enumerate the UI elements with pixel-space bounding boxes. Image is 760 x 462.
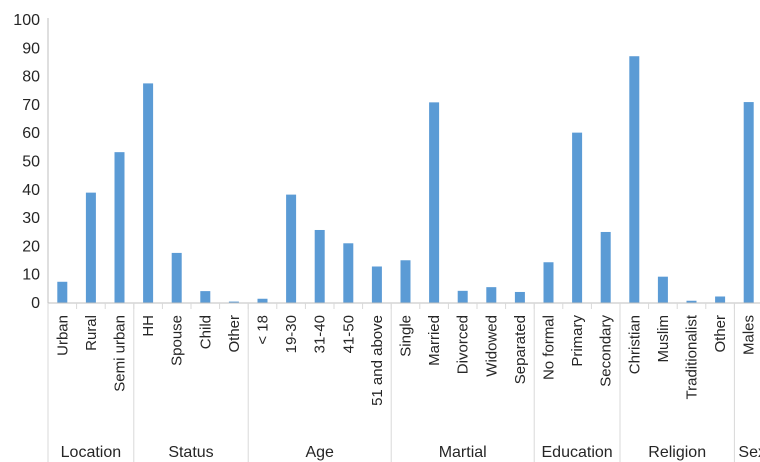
category-label: Secondary [598,315,615,387]
group-label: Sex [738,444,760,461]
bar [743,102,754,303]
category-label: No formal [541,315,558,380]
category-label: < 18 [255,315,272,345]
y-tick-label: 0 [31,295,40,312]
category-label: 19-30 [283,315,300,353]
category-label: Divorced [455,315,472,374]
bar [114,152,125,303]
bar [371,266,382,303]
category-label: Separated [512,315,529,384]
bar [715,296,726,303]
bar [686,300,697,303]
category-label: Rural [83,315,100,351]
category-label: Males [741,315,758,355]
group-label: Martial [439,444,487,461]
bar [314,229,325,303]
category-label: Urban [54,315,71,356]
y-tick-label: 50 [22,154,40,171]
category-label: 51 and above [369,315,386,406]
bar [600,231,611,303]
category-label: Spouse [169,315,186,366]
plot-area [57,56,754,303]
group-label: Location [61,444,122,461]
bar [257,298,268,303]
bar [429,102,440,303]
bar [514,291,525,303]
category-label: Widowed [483,315,500,377]
bar [457,290,468,303]
group-label: Status [168,444,213,461]
category-label: 31-40 [312,315,329,353]
bar [143,83,154,303]
y-tick-label: 60 [22,125,40,142]
y-tick-label: 40 [22,182,40,199]
y-tick-label: 70 [22,97,40,114]
category-label: Single [398,315,415,357]
category-label: Christian [626,315,643,374]
y-tick-label: 90 [22,40,40,57]
bar [400,260,411,303]
category-label: Child [197,315,214,349]
bar [543,262,554,303]
bar [228,301,239,303]
bar [57,281,68,303]
group-label: Age [305,444,334,461]
bar [200,291,211,303]
category-label: Traditionalist [684,314,701,399]
category-label: Married [426,315,443,366]
category-label: Semi urban [112,315,129,392]
y-tick-label: 100 [13,12,40,29]
bar [629,56,640,303]
bar [343,243,354,303]
x-axis: Urban Rural Semi urban Location HH Spouse Chil… [47,302,760,462]
bar [171,252,182,303]
category-label: HH [140,315,157,337]
y-tick-label: 10 [22,267,40,284]
category-label: Muslim [655,315,672,363]
category-label: Other [712,315,729,353]
bar [85,192,96,303]
group-label: Religion [648,444,706,461]
bar [286,194,297,303]
group-label: Education [542,444,613,461]
y-tick-label: 30 [22,210,40,227]
category-label: Other [226,315,243,353]
category-label: Primary [569,315,586,367]
bar [657,276,668,303]
y-axis: 0 10 20 30 40 50 60 70 80 90 100 [13,12,49,312]
category-label: 41-50 [340,315,357,353]
y-tick-label: 80 [22,69,40,86]
bar [486,287,497,303]
bar [572,132,583,303]
y-tick-label: 20 [22,238,40,255]
